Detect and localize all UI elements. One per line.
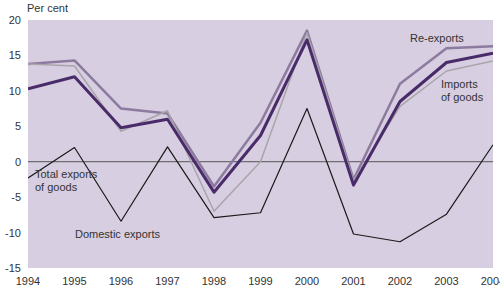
plot-area <box>28 20 493 268</box>
y-tick-label: 5 <box>15 120 21 132</box>
chart: Per cent -15 -10 -5 0 5 10 15 20 1994 1995 1996 1997… <box>0 0 500 290</box>
y-tick-label: 10 <box>9 85 21 97</box>
x-tick-label: 1997 <box>155 275 179 287</box>
y-tick-label: 20 <box>9 14 21 26</box>
x-tick-label: 1998 <box>202 275 226 287</box>
series-label: Domestic exports <box>75 228 160 240</box>
x-tick-label: 1995 <box>62 275 86 287</box>
y-tick-label: 15 <box>9 49 21 61</box>
series-line <box>28 40 493 192</box>
series-label: Importsof goods <box>441 78 484 103</box>
series-line <box>28 109 493 242</box>
x-tick-label: 2004 <box>481 275 500 287</box>
x-tick-label: 1996 <box>109 275 133 287</box>
x-tick-label: 1994 <box>16 275 40 287</box>
y-tick-label: -5 <box>11 191 21 203</box>
x-tick-label: 1999 <box>248 275 272 287</box>
y-tick-label: -10 <box>5 227 21 239</box>
label-line: Imports <box>441 78 478 90</box>
x-tick-label: 2001 <box>341 275 365 287</box>
series-label: Re-exports <box>410 32 464 44</box>
y-axis-label: Per cent <box>27 2 68 14</box>
y-tick-label: -15 <box>5 262 21 274</box>
label-line: of goods <box>441 91 484 103</box>
x-tick-label: 2000 <box>295 275 319 287</box>
x-tick-label: 2003 <box>434 275 458 287</box>
label-line: Total exports <box>35 168 98 180</box>
label-line: of goods <box>35 181 78 193</box>
lines <box>28 31 493 242</box>
series-line <box>28 31 493 187</box>
y-tick-label: 0 <box>15 156 21 168</box>
series-label: Total exportsof goods <box>35 168 98 193</box>
x-tick-label: 2002 <box>388 275 412 287</box>
